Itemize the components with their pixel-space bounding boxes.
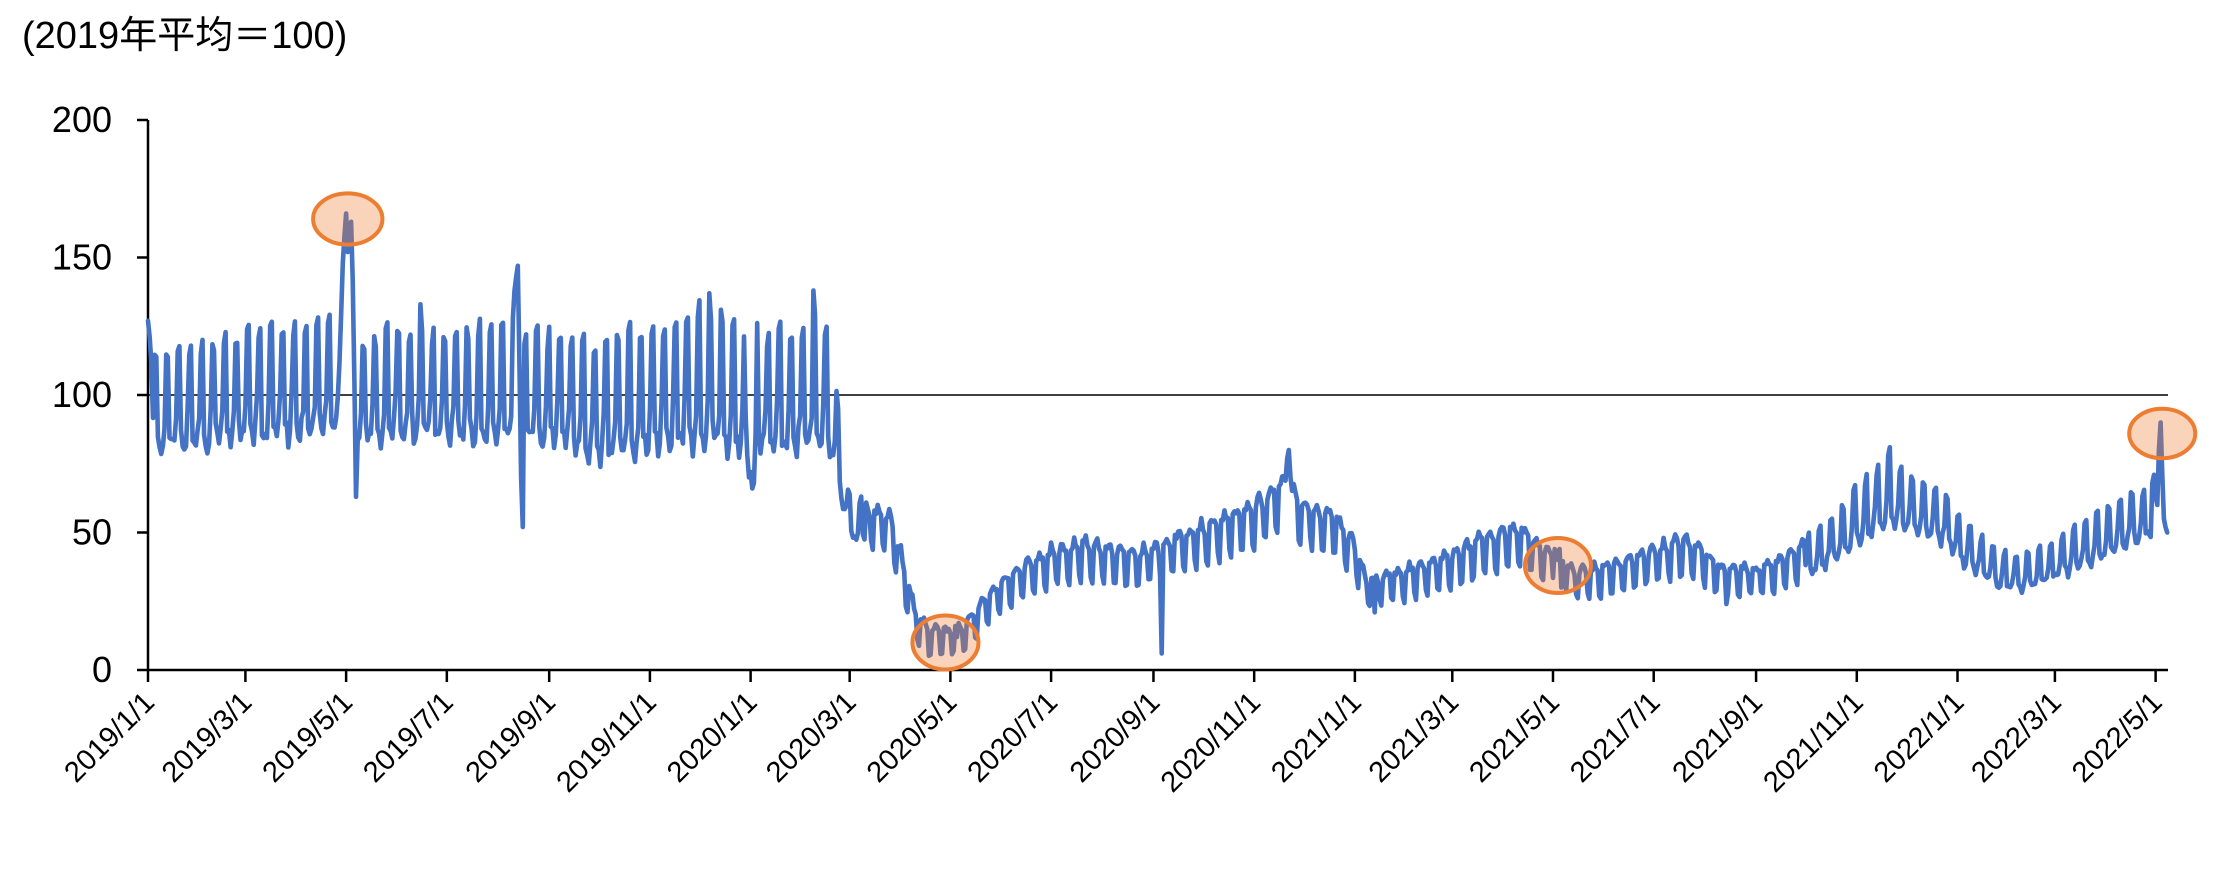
annotation-layer [311, 191, 2198, 672]
golden-week-2022-annotation [2127, 406, 2198, 461]
x-tick-label: 2022/1/1 [1868, 686, 1970, 788]
y-tick-label: 200 [52, 99, 112, 140]
y-tick-label: 50 [72, 512, 112, 553]
golden-week-2020-annotation [910, 613, 981, 672]
x-tick-label: 2021/9/1 [1667, 686, 1769, 788]
x-tick-label: 2019/5/1 [257, 686, 359, 788]
series-layer [145, 211, 2170, 659]
x-tick-label: 2020/7/1 [962, 686, 1064, 788]
x-tick-label: 2019/3/1 [156, 686, 258, 788]
y-tick-label: 0 [92, 649, 112, 690]
x-tick-label: 2022/3/1 [1965, 686, 2067, 788]
y-tick-label: 100 [52, 374, 112, 415]
x-tick-label: 2020/9/1 [1064, 686, 1166, 788]
x-tick-label: 2020/3/1 [760, 686, 862, 788]
x-tick-label: 2021/5/1 [1463, 686, 1565, 788]
x-tick-label: 2019/1/1 [58, 686, 160, 788]
golden-week-2021-annotation [1522, 536, 1593, 595]
x-tick-label: 2021/3/1 [1363, 686, 1465, 788]
x-tick-label: 2019/11/1 [551, 686, 663, 798]
x-tick-label: 2022/5/1 [2066, 686, 2168, 788]
x-tick-label: 2019/9/1 [460, 686, 562, 788]
chart-title: (2019年平均＝100) [22, 15, 347, 57]
x-tick-label: 2021/7/1 [1564, 686, 1666, 788]
x-tick-label: 2020/1/1 [661, 686, 763, 788]
x-tick-label: 2020/5/1 [861, 686, 963, 788]
y-tick-label: 150 [52, 237, 112, 278]
x-tick-label: 2021/11/1 [1757, 686, 1869, 798]
golden-week-2019-annotation [311, 191, 385, 247]
index-line-series [145, 211, 2170, 659]
x-tick-label: 2019/7/1 [357, 686, 459, 788]
x-tick-label: 2020/11/1 [1155, 686, 1267, 798]
x-tick-label: 2021/1/1 [1265, 686, 1367, 788]
